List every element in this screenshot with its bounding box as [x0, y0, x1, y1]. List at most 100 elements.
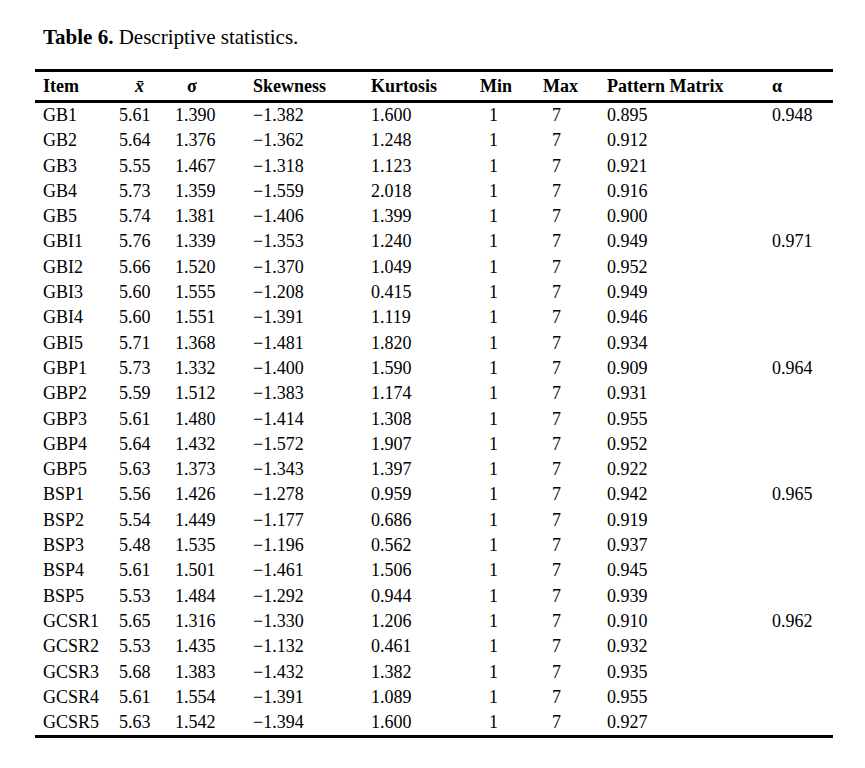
- table-cell: 2.018: [371, 179, 480, 204]
- table-cell: 7: [543, 229, 607, 254]
- table-row: GBP15.731.332−1.4001.590170.9090.964: [35, 356, 833, 381]
- table-cell: GB3: [35, 154, 119, 179]
- table-cell: [772, 634, 833, 659]
- table-cell: [772, 255, 833, 280]
- table-cell: GBI2: [35, 255, 119, 280]
- table-cell: −1.391: [253, 685, 371, 710]
- table-cell: 5.68: [119, 660, 175, 685]
- table-cell: 7: [543, 508, 607, 533]
- table-cell: −1.353: [253, 229, 371, 254]
- table-cell: −1.391: [253, 305, 371, 330]
- table-cell: 1.368: [175, 331, 253, 356]
- table-cell: −1.362: [253, 128, 371, 153]
- table-cell: 5.64: [119, 432, 175, 457]
- table-row: BSP55.531.484−1.2920.944170.939: [35, 584, 833, 609]
- table-row: BSP35.481.535−1.1960.562170.937: [35, 533, 833, 558]
- table-cell: 7: [543, 305, 607, 330]
- table-cell: 5.71: [119, 331, 175, 356]
- table-cell: 7: [543, 558, 607, 583]
- table-caption-text: Descriptive statistics.: [113, 25, 298, 49]
- table-cell: 1.484: [175, 584, 253, 609]
- table-cell: −1.400: [253, 356, 371, 381]
- table-cell: 1.551: [175, 305, 253, 330]
- table-cell: 5.61: [119, 407, 175, 432]
- table-cell: 0.959: [371, 482, 480, 507]
- document-page: Table 6. Descriptive statistics. Item x̄…: [0, 24, 865, 768]
- table-cell: GBP1: [35, 356, 119, 381]
- table-cell: 1: [480, 102, 543, 129]
- table-cell: 1.206: [371, 609, 480, 634]
- table-cell: −1.432: [253, 660, 371, 685]
- table-row: BSP45.611.501−1.4611.506170.945: [35, 558, 833, 583]
- table-cell: −1.343: [253, 457, 371, 482]
- table-cell: 1.600: [371, 102, 480, 129]
- table-cell: [772, 432, 833, 457]
- table-cell: 0.948: [772, 102, 833, 129]
- table-cell: 1: [480, 407, 543, 432]
- table-cell: 1: [480, 280, 543, 305]
- table-cell: [772, 508, 833, 533]
- table-cell: 1.383: [175, 660, 253, 685]
- table-row: GB35.551.467−1.3181.123170.921: [35, 154, 833, 179]
- table-cell: 1: [480, 710, 543, 737]
- table-cell: 1.373: [175, 457, 253, 482]
- table-cell: 7: [543, 710, 607, 737]
- table-cell: GB4: [35, 179, 119, 204]
- table-cell: [772, 584, 833, 609]
- table-cell: −1.559: [253, 179, 371, 204]
- table-cell: 5.53: [119, 634, 175, 659]
- table-cell: 7: [543, 381, 607, 406]
- table-cell: 0.955: [607, 685, 772, 710]
- table-cell: 0.895: [607, 102, 772, 129]
- table-cell: 1: [480, 381, 543, 406]
- table-cell: 7: [543, 660, 607, 685]
- table-cell: −1.292: [253, 584, 371, 609]
- table-cell: 7: [543, 685, 607, 710]
- table-cell: BSP2: [35, 508, 119, 533]
- table-cell: 1: [480, 128, 543, 153]
- table-cell: 7: [543, 128, 607, 153]
- table-cell: 7: [543, 482, 607, 507]
- table-cell: 7: [543, 179, 607, 204]
- table-cell: [772, 204, 833, 229]
- table-cell: 1.554: [175, 685, 253, 710]
- table-cell: [772, 154, 833, 179]
- table-cell: 0.927: [607, 710, 772, 737]
- table-cell: BSP5: [35, 584, 119, 609]
- table-cell: 7: [543, 609, 607, 634]
- table-cell: 0.932: [607, 634, 772, 659]
- table-row: GBP25.591.512−1.3831.174170.931: [35, 381, 833, 406]
- table-cell: BSP4: [35, 558, 119, 583]
- table-cell: 1.435: [175, 634, 253, 659]
- table-cell: 1.174: [371, 381, 480, 406]
- table-cell: 0.909: [607, 356, 772, 381]
- table-cell: 1: [480, 432, 543, 457]
- table-cell: 5.63: [119, 457, 175, 482]
- table-cell: 0.964: [772, 356, 833, 381]
- table-row: GBP35.611.480−1.4141.308170.955: [35, 407, 833, 432]
- table-cell: GBI4: [35, 305, 119, 330]
- table-cell: 5.61: [119, 685, 175, 710]
- table-cell: [772, 533, 833, 558]
- table-cell: [772, 407, 833, 432]
- table-cell: [772, 710, 833, 737]
- table-cell: 1.339: [175, 229, 253, 254]
- table-cell: 0.461: [371, 634, 480, 659]
- table-row: GBP55.631.373−1.3431.397170.922: [35, 457, 833, 482]
- table-cell: −1.461: [253, 558, 371, 583]
- table-cell: 0.916: [607, 179, 772, 204]
- table-cell: −1.196: [253, 533, 371, 558]
- table-row: GBI15.761.339−1.3531.240170.9490.971: [35, 229, 833, 254]
- table-cell: GBP2: [35, 381, 119, 406]
- table-cell: 7: [543, 331, 607, 356]
- table-cell: 0.415: [371, 280, 480, 305]
- table-cell: 1.359: [175, 179, 253, 204]
- column-header-max: Max: [543, 71, 607, 102]
- table-row: GCSR25.531.435−1.1320.461170.932: [35, 634, 833, 659]
- table-row: GCSR15.651.316−1.3301.206170.9100.962: [35, 609, 833, 634]
- table-cell: 5.54: [119, 508, 175, 533]
- table-cell: 5.55: [119, 154, 175, 179]
- table-cell: 0.949: [607, 229, 772, 254]
- table-cell: 1: [480, 204, 543, 229]
- column-header-kurtosis: Kurtosis: [371, 71, 480, 102]
